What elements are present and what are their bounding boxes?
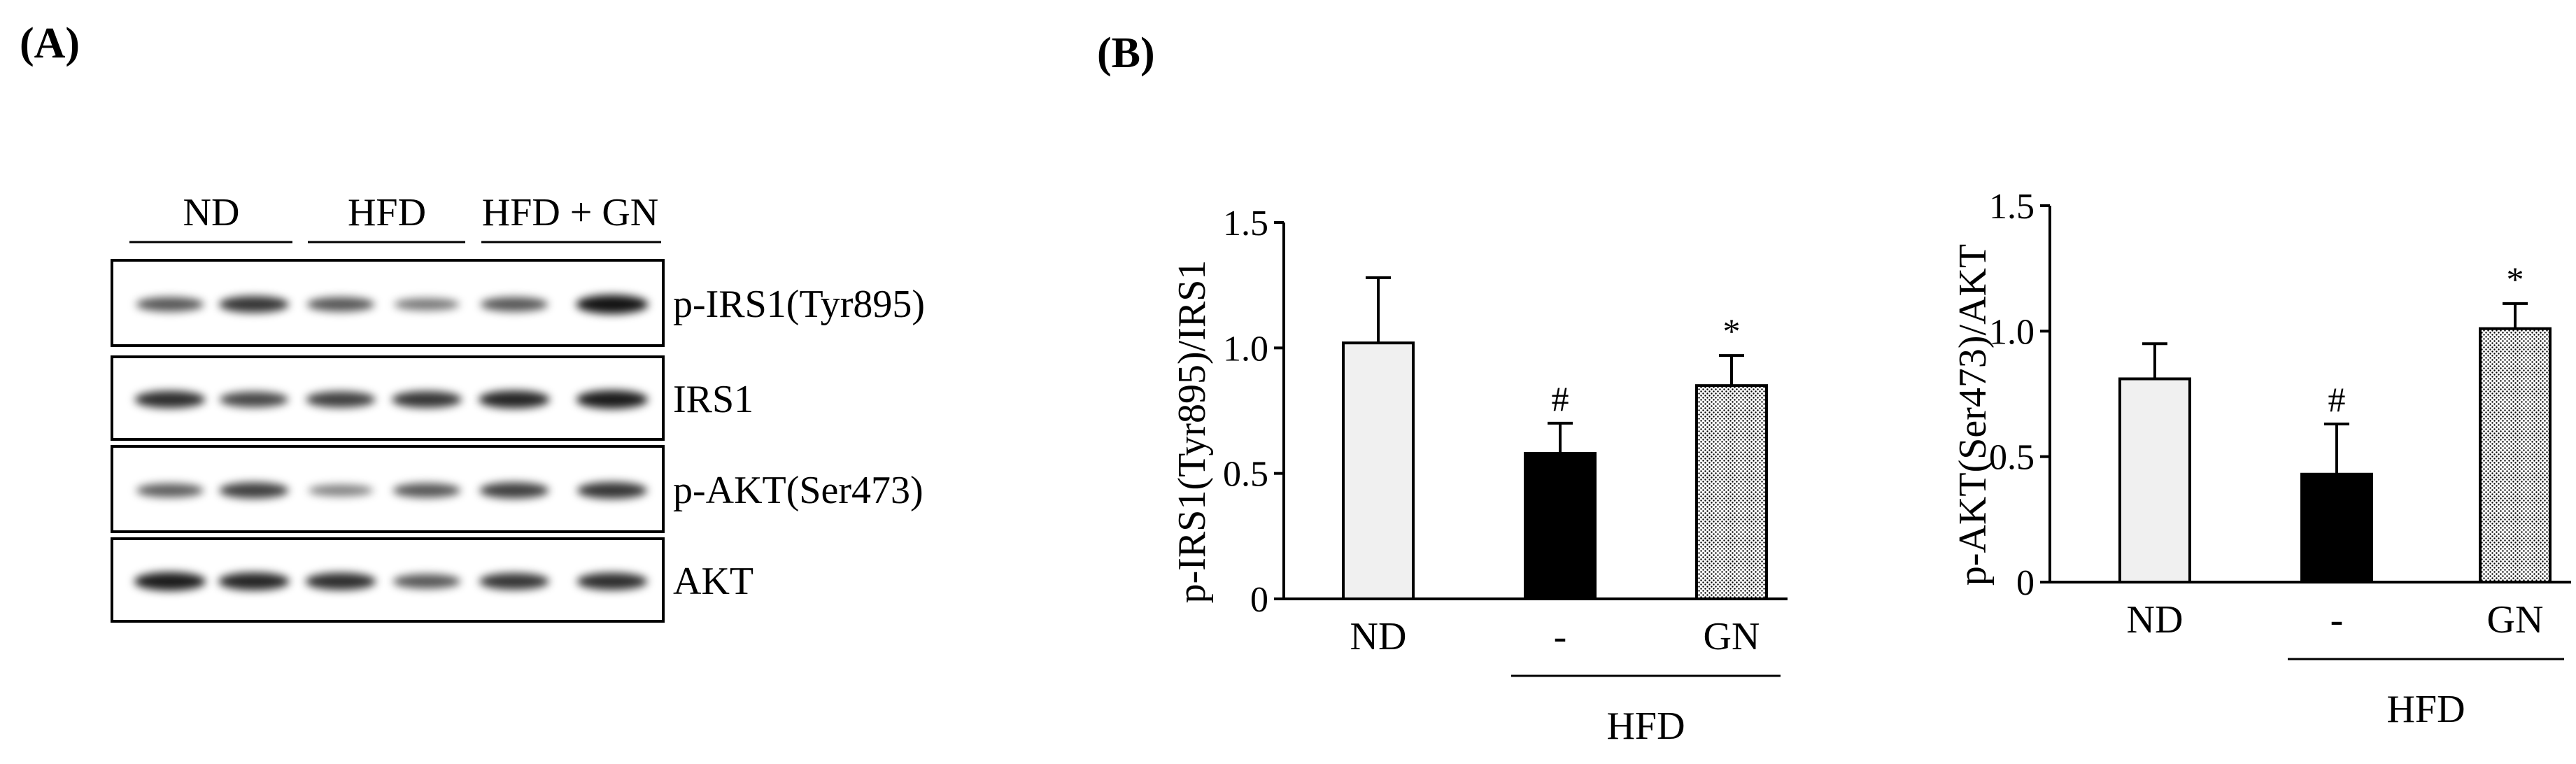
y-axis-label: p-IRS1(Tyr895)/IRS1 (1170, 260, 1214, 604)
y-tick-label: 0.5 (1989, 438, 2034, 478)
panel-label-a: (A) (20, 20, 80, 67)
y-tick-label: 0 (1250, 580, 1268, 620)
blot-group-label: HFD (348, 191, 426, 234)
blot-band (392, 483, 461, 498)
bar (2118, 377, 2191, 583)
blot-row-label: AKT (673, 560, 753, 603)
blot-band (134, 390, 206, 409)
blot-row-label: IRS1 (673, 378, 753, 421)
blot-band (394, 298, 460, 311)
blot-band (480, 297, 549, 312)
x-category-label: ND (1350, 615, 1407, 658)
blot-band (392, 391, 462, 408)
blot-band (306, 297, 375, 312)
blot-band (219, 482, 289, 499)
significance-marker: * (1723, 311, 1741, 351)
panel-label-b: (B) (1097, 29, 1155, 77)
blot-band (136, 297, 204, 312)
bar (1342, 341, 1415, 600)
x-category-label: ND (2127, 598, 2184, 642)
western-blot: ND HFD HFD + GN p-IRS1(Tyr895) IRS1 p-AKT(Se… (111, 191, 925, 623)
blot-group-headers: ND HFD HFD + GN (129, 191, 661, 243)
chart-p-akt-ratio: 0 0.5 1.0 1.5 p-AKT(Ser473)/AKT ND # - * GN HFD (1951, 187, 2571, 731)
x-category-label: GN (2487, 598, 2544, 642)
blot-band (219, 296, 289, 313)
blot-band (392, 574, 461, 589)
significance-marker: * (2507, 260, 2524, 299)
chart-p-irs1-ratio: 0 0.5 1.0 1.5p-IRS1(Tyr895)/IRS1 ND # - * GN HFD (1170, 204, 1788, 748)
bar (2479, 327, 2552, 583)
blot-band (219, 391, 289, 408)
bar (1695, 384, 1768, 601)
blot-band (576, 390, 649, 409)
y-axis-label: p-AKT(Ser473)/AKT (1951, 244, 1995, 586)
blot-band (218, 572, 290, 590)
y-tick-label: 1.5 (1223, 204, 1268, 243)
blot-band (305, 572, 376, 590)
significance-marker: # (2328, 380, 2346, 419)
blot-band (577, 482, 647, 499)
blot-band (134, 572, 206, 591)
y-tick-label: 0.5 (1223, 455, 1268, 495)
blot-row-frame (111, 259, 665, 347)
y-tick-label: 1.0 (1989, 312, 2034, 352)
blot-rows: p-IRS1(Tyr895) IRS1 p-AKT(Ser473) AKT (111, 259, 925, 623)
blot-band (306, 391, 376, 408)
y-tick-label: 1.0 (1223, 329, 1268, 369)
y-tick-label: 0 (2016, 563, 2034, 603)
blot-band (308, 484, 374, 497)
x-category-label: - (2330, 598, 2344, 642)
x-category-label: GN (1704, 615, 1760, 658)
y-tick-label: 1.5 (1989, 187, 2034, 227)
bar (2300, 472, 2373, 583)
x-category-label: - (1554, 615, 1567, 658)
blot-band (136, 483, 204, 497)
blot-band (479, 390, 550, 409)
blot-band (576, 295, 649, 314)
blot-band (576, 572, 648, 590)
blot-row-label: p-AKT(Ser473) (673, 469, 923, 512)
blot-group-label: HFD + GN (482, 191, 659, 234)
bar (1524, 451, 1597, 600)
group-label: HFD (1606, 705, 1685, 748)
blot-row-frame (111, 445, 665, 533)
group-label: HFD (2386, 688, 2465, 731)
significance-marker: # (1552, 379, 1569, 418)
blot-band (479, 573, 549, 590)
blot-row-label: p-IRS1(Tyr895) (673, 283, 925, 326)
blot-group-label: ND (183, 191, 240, 234)
blot-band (479, 482, 549, 499)
